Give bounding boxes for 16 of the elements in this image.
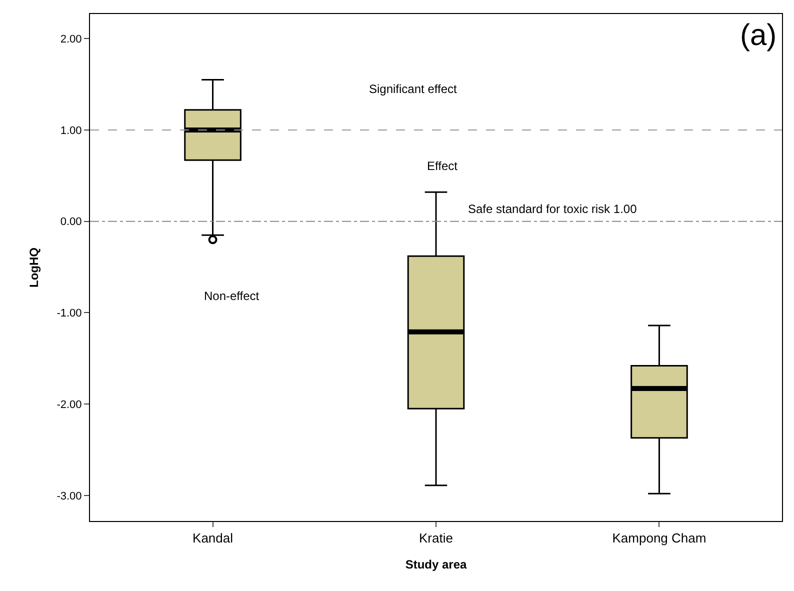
annotation: Effect bbox=[427, 159, 458, 173]
y-tick-label: 2.00 bbox=[60, 34, 82, 46]
y-tick-label: 0.00 bbox=[60, 216, 82, 228]
annotation: (a) bbox=[740, 19, 777, 52]
ref-line-label: Safe standard for toxic risk 1.00 bbox=[468, 202, 638, 216]
annotation: Significant effect bbox=[369, 82, 458, 96]
y-tick-label: 1.00 bbox=[60, 124, 82, 137]
y-axis-title: LogHQ bbox=[27, 248, 42, 288]
y-tick-label: -1.00 bbox=[56, 308, 82, 320]
annotation: Non-effect bbox=[204, 289, 260, 303]
x-tick-label: Kratie bbox=[419, 530, 453, 546]
x-tick-label: Kampong Cham bbox=[612, 530, 706, 546]
y-tick-label: -2.00 bbox=[56, 398, 82, 411]
x-tick-label: Kandal bbox=[192, 530, 234, 546]
y-tick-label: -3.00 bbox=[56, 490, 82, 502]
x-axis-title: Study area bbox=[405, 558, 468, 572]
